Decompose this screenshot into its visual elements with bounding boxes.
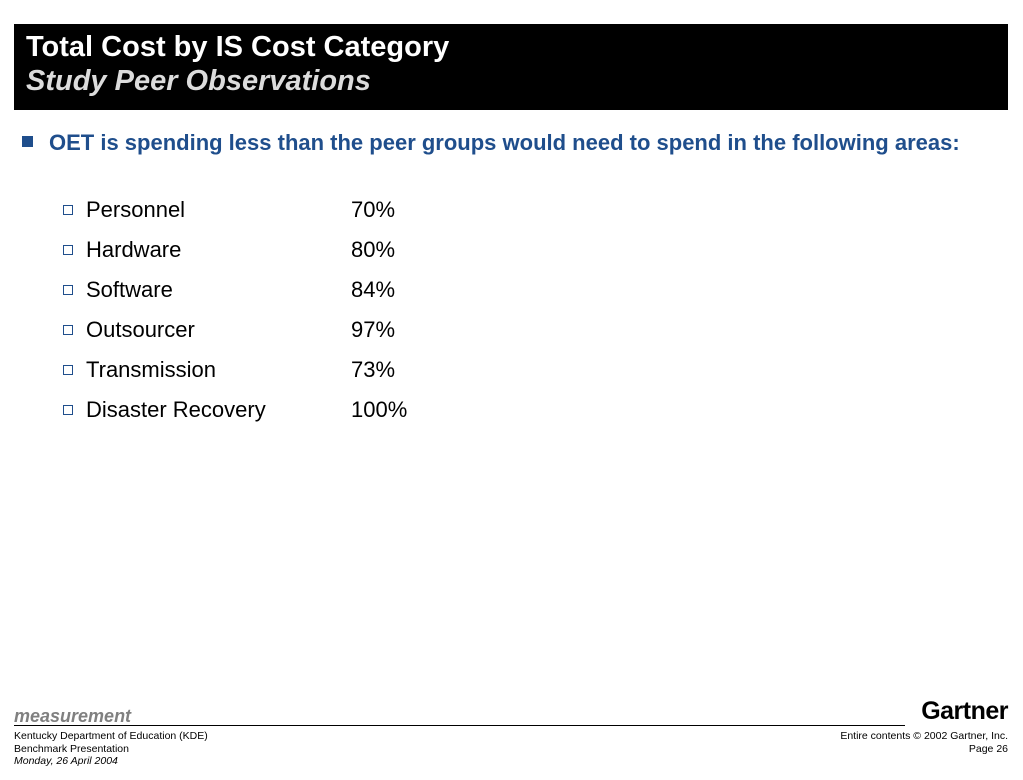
- footer-right: Entire contents © 2002 Gartner, Inc. Pag…: [840, 730, 1008, 755]
- category-percentage: 100%: [351, 397, 408, 422]
- footer-copyright: Entire contents © 2002 Gartner, Inc.: [840, 730, 1008, 742]
- slide-title: Total Cost by IS Cost Category: [26, 31, 450, 63]
- square-bullet-icon: [22, 136, 33, 147]
- footer-date: Monday, 26 April 2004: [14, 755, 118, 767]
- category-percentage: 73%: [351, 357, 396, 382]
- main-bullet-text: OET is spending less than the peer group…: [49, 130, 960, 155]
- checkbox-bullet-icon: [63, 365, 73, 375]
- checkbox-bullet-icon: [63, 285, 73, 295]
- checkbox-bullet-icon: [63, 405, 73, 415]
- category-label: Disaster Recovery: [86, 397, 266, 422]
- category-label: Hardware: [86, 237, 182, 262]
- cost-category-list: Personnel 70% Hardware 80% Software 84% …: [63, 196, 663, 436]
- checkbox-bullet-icon: [63, 205, 73, 215]
- footer-presentation-name: Benchmark Presentation: [14, 742, 129, 755]
- category-percentage: 97%: [351, 317, 396, 342]
- category-label: Transmission: [86, 357, 216, 382]
- category-label: Software: [86, 277, 173, 302]
- category-label: Outsourcer: [86, 317, 195, 342]
- footer-organization: Kentucky Department of Education (KDE): [14, 730, 208, 742]
- footer-left: Kentucky Department of Education (KDE) B…: [14, 730, 208, 768]
- slide-subtitle: Study Peer Observations: [26, 65, 371, 97]
- list-item: Transmission 73%: [63, 356, 663, 396]
- section-label: measurement: [14, 706, 132, 726]
- list-item: Outsourcer 97%: [63, 316, 663, 356]
- page-number: Page 26: [968, 742, 1008, 755]
- list-item: Personnel 70%: [63, 196, 663, 236]
- footer-divider: [14, 725, 905, 726]
- main-bullet: OET is spending less than the peer group…: [22, 128, 997, 157]
- category-label: Personnel: [86, 197, 186, 222]
- category-percentage: 84%: [351, 277, 396, 302]
- title-bar: Total Cost by IS Cost Category Study Pee…: [14, 24, 1008, 110]
- category-percentage: 70%: [351, 197, 396, 222]
- list-item: Software 84%: [63, 276, 663, 316]
- category-percentage: 80%: [351, 237, 396, 262]
- checkbox-bullet-icon: [63, 325, 73, 335]
- list-item: Disaster Recovery 100%: [63, 396, 663, 436]
- gartner-logo: Gartner: [921, 697, 1008, 725]
- checkbox-bullet-icon: [63, 245, 73, 255]
- list-item: Hardware 80%: [63, 236, 663, 276]
